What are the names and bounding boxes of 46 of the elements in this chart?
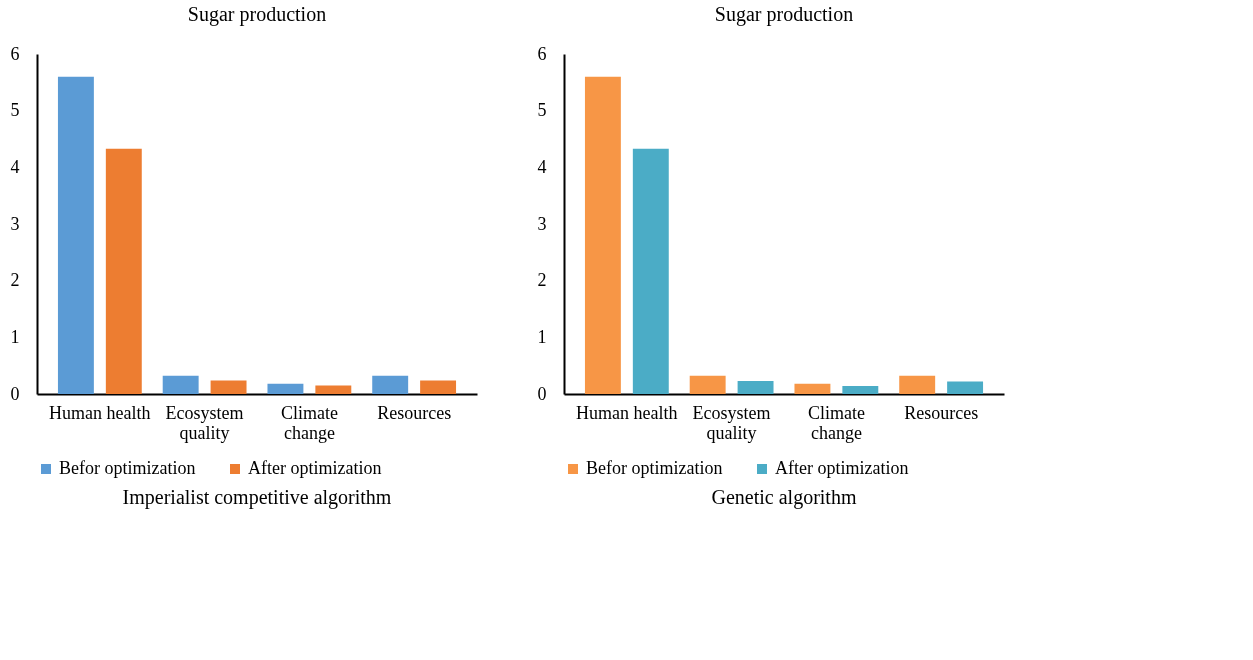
y-tick-label: 3: [537, 213, 547, 234]
x-tick-label: Climate change: [807, 402, 865, 443]
y-tick-label: 6: [537, 43, 547, 64]
chart-title: Sugar production: [187, 3, 327, 26]
y-tick-label: 4: [537, 156, 547, 177]
bar: [632, 148, 669, 394]
bar: [794, 383, 831, 394]
y-tick-label: 1: [10, 326, 20, 347]
bar: [315, 385, 352, 394]
y-tick-label: 6: [10, 43, 20, 64]
bar: [842, 386, 879, 394]
chart-title: Sugar production: [714, 3, 854, 26]
y-tick-label: 1: [537, 326, 547, 347]
bar: [210, 380, 247, 394]
legend-label: After optimization: [248, 458, 382, 478]
y-tick-label: 0: [537, 383, 547, 404]
bar: [584, 76, 621, 394]
legend-label: After optimization: [775, 458, 909, 478]
bar: [57, 76, 94, 394]
bar: [947, 381, 984, 394]
bar: [420, 380, 457, 394]
x-tick-label: Resources: [377, 402, 452, 423]
text: Genetic algorithm: [711, 486, 857, 509]
bar: [689, 375, 726, 394]
y-tick-label: 5: [537, 100, 547, 121]
x-tick-label: Human health: [49, 402, 151, 423]
y-tick-label: 0: [10, 383, 20, 404]
x-tick-label: Human health: [576, 402, 678, 423]
y-tick-label: 5: [10, 100, 20, 121]
bar: [105, 148, 142, 394]
x-tick-label: Climate change: [280, 402, 338, 443]
bar: [267, 383, 304, 394]
legend-label: Befor optimization: [59, 458, 196, 478]
x-tick-label: Ecosystem quality: [692, 402, 771, 443]
y-tick-label: 2: [537, 270, 547, 291]
bar: [737, 380, 774, 394]
bar: [899, 375, 936, 394]
x-tick-label: Ecosystem quality: [165, 402, 244, 443]
y-tick-label: 4: [10, 156, 20, 177]
y-tick-label: 3: [10, 213, 20, 234]
legend-label: Befor optimization: [586, 458, 723, 478]
bar: [162, 375, 199, 394]
text: Imperialist competitive algorithm: [122, 486, 392, 509]
bar: [372, 375, 409, 394]
x-tick-label: Resources: [904, 402, 979, 423]
y-tick-label: 2: [10, 270, 20, 291]
